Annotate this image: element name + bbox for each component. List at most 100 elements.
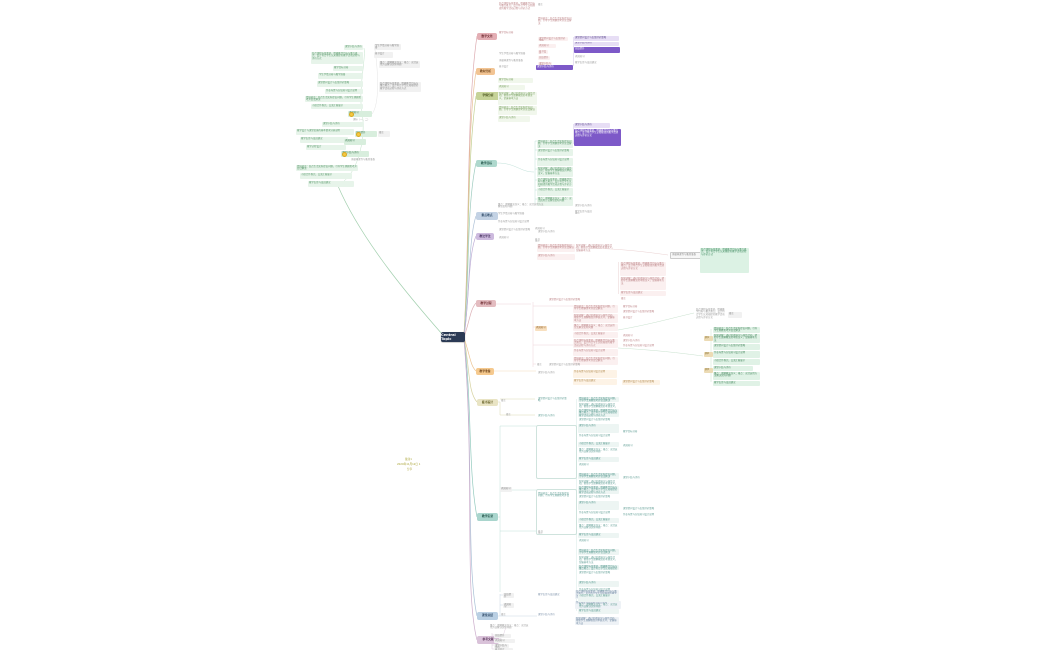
map-text-node[interactable]: 巩固练习 [623,334,633,337]
map-text-node[interactable]: 教学反思与改进建议 [575,210,592,214]
map-text-node[interactable]: 学生学情分析与教学准备 [499,52,526,55]
map-text-node[interactable]: 课堂提问设计与反馈评价策略 [537,149,573,156]
map-text-node[interactable]: 重点：理解概念含义；难点：灵活运用方法解决实际问题 [537,197,573,206]
map-text-node[interactable]: 教学设计与课堂实施的基本要求分析说明 [296,129,354,135]
map-text-node[interactable]: 情境创设：结合生活实际提出问题，引导学生观察思考并尝试解决 [573,357,618,365]
map-text-node[interactable]: 结合课程标准要求，明确教学目标与重点难点，设计符合学生认知规律的教学活动过程与评… [499,2,535,11]
map-text-node[interactable]: 备注 [537,363,542,366]
map-text-node[interactable]: 新知讲解：通过实例演示与操作活动，帮助学生理解概念的本质含义，掌握基本方法 [579,480,618,485]
map-text-node[interactable]: 情境创设：结合生活实际提出问题，引导学生观察思考并尝试解决 [578,549,619,555]
branch-topic-node[interactable]: 课堂总结 [477,612,498,620]
map-text-node[interactable]: 课堂小结与评价 [536,65,573,70]
map-text-node[interactable]: 多媒体课件与教具准备 [351,158,375,161]
map-text-node[interactable]: 结合课程标准要求，明确教学目标与重点难点，设计符合学生认知规律的教学活动过程与评… [700,248,749,273]
map-text-node[interactable]: 新知讲解：通过实例演示与操作活动，帮助学生理解概念的本质含义，掌握基本方法 [575,617,619,625]
branch-topic-node[interactable]: 教法学法 [476,233,494,240]
map-text-node[interactable]: 教学目标分析 [498,78,533,83]
map-text-node[interactable]: 课堂小结与评价 [538,371,555,374]
map-text-node[interactable]: 总结提升 [355,131,377,137]
central-topic-node[interactable]: Central Topic [441,332,465,342]
map-text-node[interactable]: 小组合作探究，交流汇报展示 [537,188,573,196]
map-text-node[interactable]: 教学反思与改进建议 [300,137,348,143]
map-text-node[interactable]: 课堂小结与评价 [578,424,619,433]
map-text-node[interactable]: 学生学情分析与教学准备 [374,44,401,50]
map-text-node[interactable]: 重点：理解概念含义；难点：灵活运用方法解决实际问题 [379,61,420,68]
map-text-node[interactable]: 课堂小结与评价 [574,41,619,46]
map-text-node[interactable]: 教学反思与改进建议 [573,379,617,385]
map-text-node[interactable]: 重点：理解概念含义；难点：灵活运用方法解决实际问题 [579,603,618,608]
map-text-node[interactable]: 情境创设：结合生活实际提出问题，引导学生观察思考并尝试解决 [537,140,573,148]
map-text-node[interactable]: 板书设计 [538,530,543,534]
map-text-node[interactable]: 课堂小结与评价 [538,230,555,233]
map-text-node[interactable]: 学生学情分析与教学准备 [318,73,363,79]
map-text-node[interactable]: 巩固练习 [500,487,512,492]
map-text-node[interactable]: 课堂小结与评价 [498,116,530,122]
map-text-node[interactable]: 小组合作探究，交流汇报展示 [578,518,619,523]
map-text-node[interactable]: 课堂小结与评价 [538,414,555,417]
map-text-node[interactable]: 新知讲解：通过实例演示与操作活动，帮助学生理解概念的本质含义，掌握基本方法 [713,334,760,343]
branch-topic-node[interactable]: 参考文献 [477,636,499,644]
map-text-node[interactable]: 课标（一、二） [353,118,370,121]
map-text-node[interactable]: 结合课程标准要求，明确教学目标与重点难点，设计符合学生认知规律的教学活动过程与评… [696,308,725,320]
map-text-node[interactable]: 板书设计 [538,50,548,54]
map-text-node[interactable]: 板书设计 [499,65,509,68]
map-text-node[interactable]: 课堂小结与评价 [537,254,575,260]
map-text-node[interactable]: 作业布置与分层练习设计说明 [579,588,611,591]
map-text-node[interactable]: 巩固练习 [535,326,547,331]
map-text-node[interactable]: 情境创设：结合生活实际提出问题，引导学生观察思考并尝试解决 [578,397,619,402]
map-text-node[interactable]: 课堂小结与评价 [341,151,369,157]
map-text-node[interactable]: 教学目标分析 [333,66,363,71]
map-text-node[interactable]: 学生学情分析与教学准备 [498,212,525,215]
branch-topic-node[interactable]: 教材分析 [476,68,495,75]
branch-topic-node[interactable]: 教学目标 [476,160,497,167]
map-text-node[interactable]: 板书设计 [623,316,633,319]
branch-topic-node[interactable]: 学情分析 [476,92,500,100]
map-text-node[interactable]: 总结提升 [494,634,511,638]
map-text-node[interactable]: 课堂提问设计与反馈评价策略 [538,397,567,402]
map-text-node[interactable]: 课堂提问设计与反馈评价策略 [623,310,655,313]
map-text-node[interactable]: 课堂提问设计与反馈评价策略 [574,36,619,41]
map-text-node[interactable]: 情境创设：结合生活实际提出问题，引导学生观察思考并尝试解决 [578,473,619,479]
map-text-node[interactable]: 巩固练习 [579,463,589,466]
map-text-node[interactable]: 作业布置与分层练习设计说明 [623,344,655,347]
map-text-node[interactable]: 课堂提问设计与反馈评价策略 [317,81,363,87]
map-text-node[interactable]: 作业布置与分层练习设计说明 [573,370,617,378]
map-text-node[interactable]: 巩固练习 [623,444,633,447]
map-text-node[interactable]: 小组合作探究，交流汇报展示 [311,104,363,109]
branch-topic-node[interactable]: 数学文化 [477,33,497,40]
map-text-node[interactable]: 作业布置与分层练习设计说明 [575,601,621,609]
map-text-node[interactable]: 教学反思与改进建议 [538,593,560,596]
map-text-node[interactable]: 新知讲解：通过实例演示与操作活动，帮助学生理解概念的本质含义，掌握基本方法 [576,244,615,252]
map-text-node[interactable]: 课堂提问设计与反馈评价策略 [579,571,611,574]
map-text-node[interactable]: 例1 [704,336,713,341]
map-text-node[interactable]: 结合课程标准要求，明确教学目标与重点难点，设计符合学生认知规律的教学活动过程与评… [578,409,619,417]
map-text-node[interactable]: 例2 [704,352,713,357]
map-text-node[interactable]: 结合课程标准要求，明确教学目标与重点难点，设计符合学生认知规律的教学活动过程与评… [379,82,421,92]
empty-topic-box[interactable] [536,425,577,479]
map-text-node[interactable]: 课堂小结与评价 [578,501,619,510]
map-text-node[interactable]: 教学反思与改进建议 [713,381,760,386]
map-text-node[interactable]: 重点：理解概念含义；难点：灵活运用方法解决实际问题 [579,524,618,530]
map-text-node[interactable]: 课堂小结与评价 [623,476,640,479]
map-text-node[interactable]: 备注 [621,297,626,300]
map-text-node[interactable]: 教学目标分析 [623,430,638,433]
map-text-node[interactable]: 情境创设：结合生活实际提出问题，引导学生观察思考并尝试解决 [296,165,358,171]
map-text-node[interactable]: 小组合作探究，交流汇报展示 [573,332,618,338]
map-text-node[interactable]: 板书设计 [494,648,513,650]
map-text-node[interactable]: 备注 [501,613,506,616]
map-text-node[interactable]: 情境创设：结合生活实际提出问题，引导学生观察思考并尝试解决 [713,327,760,333]
map-text-node[interactable]: 情境创设：结合生活实际提出问题，引导学生观察思考并尝试解决 [498,106,537,115]
map-text-node[interactable]: 课堂提问设计与反馈评价策略 [623,507,655,510]
map-text-node[interactable]: 备注 [728,312,742,318]
map-text-node[interactable]: 重点：理解概念含义；难点：灵活运用方法解决实际问题 [498,203,544,209]
map-text-node[interactable]: 作业布置与分层练习设计说明 [623,513,655,516]
map-text-node[interactable]: 例3 [704,368,713,373]
map-text-node[interactable]: 小组合作探究，交流汇报展示 [578,594,619,602]
map-text-node[interactable]: 巩固练习 [575,55,585,58]
map-text-node[interactable]: 多媒体课件与教具准备 [499,59,523,62]
map-text-node[interactable]: 总结提升 [503,593,514,598]
map-text-node[interactable]: 重点：理解概念含义；难点：灵活运用方法解决实际问题 [579,448,618,454]
map-text-node[interactable]: 课堂小结与评价 [574,123,610,128]
branch-topic-node[interactable]: 教学准备 [476,368,494,375]
map-text-node[interactable]: 巩固练习 [498,85,525,90]
